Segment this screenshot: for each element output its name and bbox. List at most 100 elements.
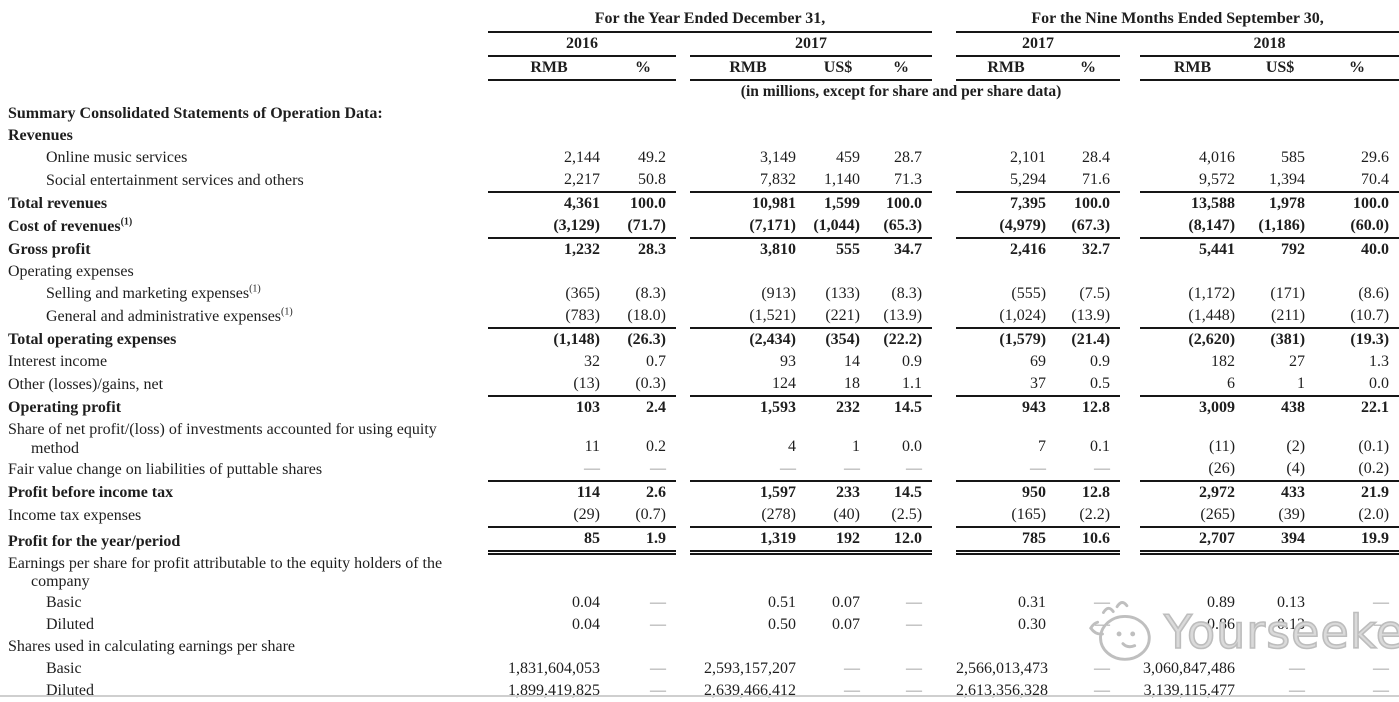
cell-value: 3,810 <box>760 241 796 258</box>
table-row: Other (losses)/gains, net (13) (0.3) 124 18 1… <box>0 373 1399 397</box>
cell-value: 9,572 <box>1140 169 1246 193</box>
col-header-rmb: RMB <box>488 56 610 81</box>
cell-value: — <box>1373 593 1390 611</box>
col-header-pct: % <box>870 56 933 81</box>
cell-value: (1,172) <box>1188 285 1236 302</box>
empty-cells <box>488 261 1399 283</box>
cell-value: 7,395 <box>1010 195 1047 212</box>
row-label: Gross profit <box>0 238 488 261</box>
cell-value: (0.3) <box>610 373 676 397</box>
header-spacer <box>0 7 488 32</box>
cell-value: 114 <box>576 484 600 501</box>
cell-value <box>1245 636 1315 658</box>
table-row: Total revenues 4,361 100.0 10,981 1,599 100.0… <box>0 192 1399 215</box>
row-label-text: Operating expenses <box>8 263 134 280</box>
cell-value: 0.07 <box>832 615 860 633</box>
page-bottom-edge <box>0 695 1399 697</box>
table-row: Basic 0.04 — 0.51 0.07 — 0.31 — 0.89 0.13 — <box>0 592 1399 614</box>
row-label: Summary Consolidated Statements of Opera… <box>0 103 488 125</box>
column-gap <box>1120 215 1140 238</box>
column-gap <box>932 504 956 527</box>
column-gap <box>1120 527 1140 553</box>
cell-value: — <box>650 615 666 633</box>
column-gap <box>676 328 690 351</box>
row-label: Total revenues <box>0 192 488 215</box>
row-label-text: Shares used in calculating earnings per … <box>8 637 296 655</box>
column-gap <box>1120 614 1140 636</box>
cell-value: 32.7 <box>1082 241 1111 258</box>
table-row: Revenues <box>0 125 1399 147</box>
cell-value: (65.3) <box>870 215 933 239</box>
cell-value: 0.0 <box>1315 373 1399 397</box>
column-gap <box>676 481 690 504</box>
cell-value: 0.50 <box>768 615 796 633</box>
row-label: Online music services <box>0 147 488 169</box>
column-gap <box>932 636 956 658</box>
column-group-nine-months: For the Nine Months Ended September 30, <box>956 7 1399 33</box>
cell-value: 1,899,419,825 <box>508 681 600 699</box>
column-gap <box>932 658 956 680</box>
cell-value: 49.2 <box>638 149 666 166</box>
cell-value: 1,831,604,053 <box>508 659 600 677</box>
cell-value: (265) <box>1140 504 1246 528</box>
cell-value: (1,024) <box>956 305 1057 329</box>
cell-value: 27 <box>1289 353 1306 370</box>
table-row: Gross profit 1,232 28.3 3,810 555 34.7 2,416 32… <box>0 238 1399 261</box>
cell-value: 555 <box>836 241 860 258</box>
cell-value: (11) <box>1208 438 1236 455</box>
cell-value: (26) <box>1140 458 1246 482</box>
cell-value: (71.7) <box>610 215 676 239</box>
column-gap <box>676 592 690 614</box>
cell-value: — <box>650 681 666 699</box>
row-label-text: Earnings per share for profit attributab… <box>8 554 443 591</box>
cell-value: 192 <box>806 527 870 555</box>
row-label-text: Operating profit <box>8 399 122 416</box>
cell-value: (29) <box>488 504 610 528</box>
cell-value: 10,981 <box>752 195 796 212</box>
table-row: Share of net profit/(loss) of investment… <box>0 419 1399 458</box>
cell-value: 34.7 <box>894 241 923 258</box>
cell-value: (39) <box>1245 504 1316 528</box>
row-label-text: Diluted <box>46 615 94 633</box>
cell-value: 1,232 <box>564 241 600 258</box>
cell-value: 1,597 <box>760 484 796 501</box>
cell-value: 459 <box>836 149 860 166</box>
cell-value: 0.86 <box>1207 615 1236 633</box>
row-label-text: Other (losses)/gains, net <box>8 376 164 393</box>
column-gap <box>676 614 690 636</box>
column-gap <box>932 351 956 373</box>
column-gap <box>676 283 690 305</box>
cell-value: (8.3) <box>891 285 923 302</box>
cell-value: 28.3 <box>638 241 666 258</box>
cell-value: (2,434) <box>749 331 796 348</box>
column-gap <box>676 305 690 328</box>
cell-value: 13,588 <box>1191 195 1236 212</box>
footnote-marker: (1) <box>281 306 293 318</box>
row-label: General and administrative expenses(1) <box>0 305 488 328</box>
table-header: For the Year Ended December 31, For the … <box>0 7 1399 103</box>
cell-value: 0.13 <box>1277 615 1306 633</box>
cell-value: — <box>806 458 870 482</box>
column-gap <box>1120 373 1140 396</box>
cell-value: — <box>906 659 923 677</box>
cell-value <box>1315 636 1399 658</box>
cell-value: — <box>690 458 806 482</box>
cell-value: 0.9 <box>1090 353 1111 370</box>
row-label: Basic <box>0 592 488 614</box>
cell-value: (4,979) <box>956 215 1057 239</box>
column-gap <box>932 527 956 553</box>
group-gap <box>932 7 956 32</box>
table-row: General and administrative expenses(1) (7… <box>0 305 1399 329</box>
nine-months-2017: 2017 <box>956 32 1121 57</box>
year-2017: 2017 <box>690 32 933 57</box>
cell-value: (0.2) <box>1315 458 1399 482</box>
cell-value: 7 <box>1038 438 1047 455</box>
cell-value: (555) <box>1011 285 1047 302</box>
row-label: Diluted <box>0 614 488 636</box>
header-spacer <box>0 32 488 56</box>
cell-value: 394 <box>1245 527 1316 555</box>
row-label: Operating profit <box>0 396 488 419</box>
column-gap <box>676 636 690 658</box>
table-row: Fair value change on liabilities of putt… <box>0 458 1399 482</box>
cell-value: 37 <box>956 373 1057 397</box>
